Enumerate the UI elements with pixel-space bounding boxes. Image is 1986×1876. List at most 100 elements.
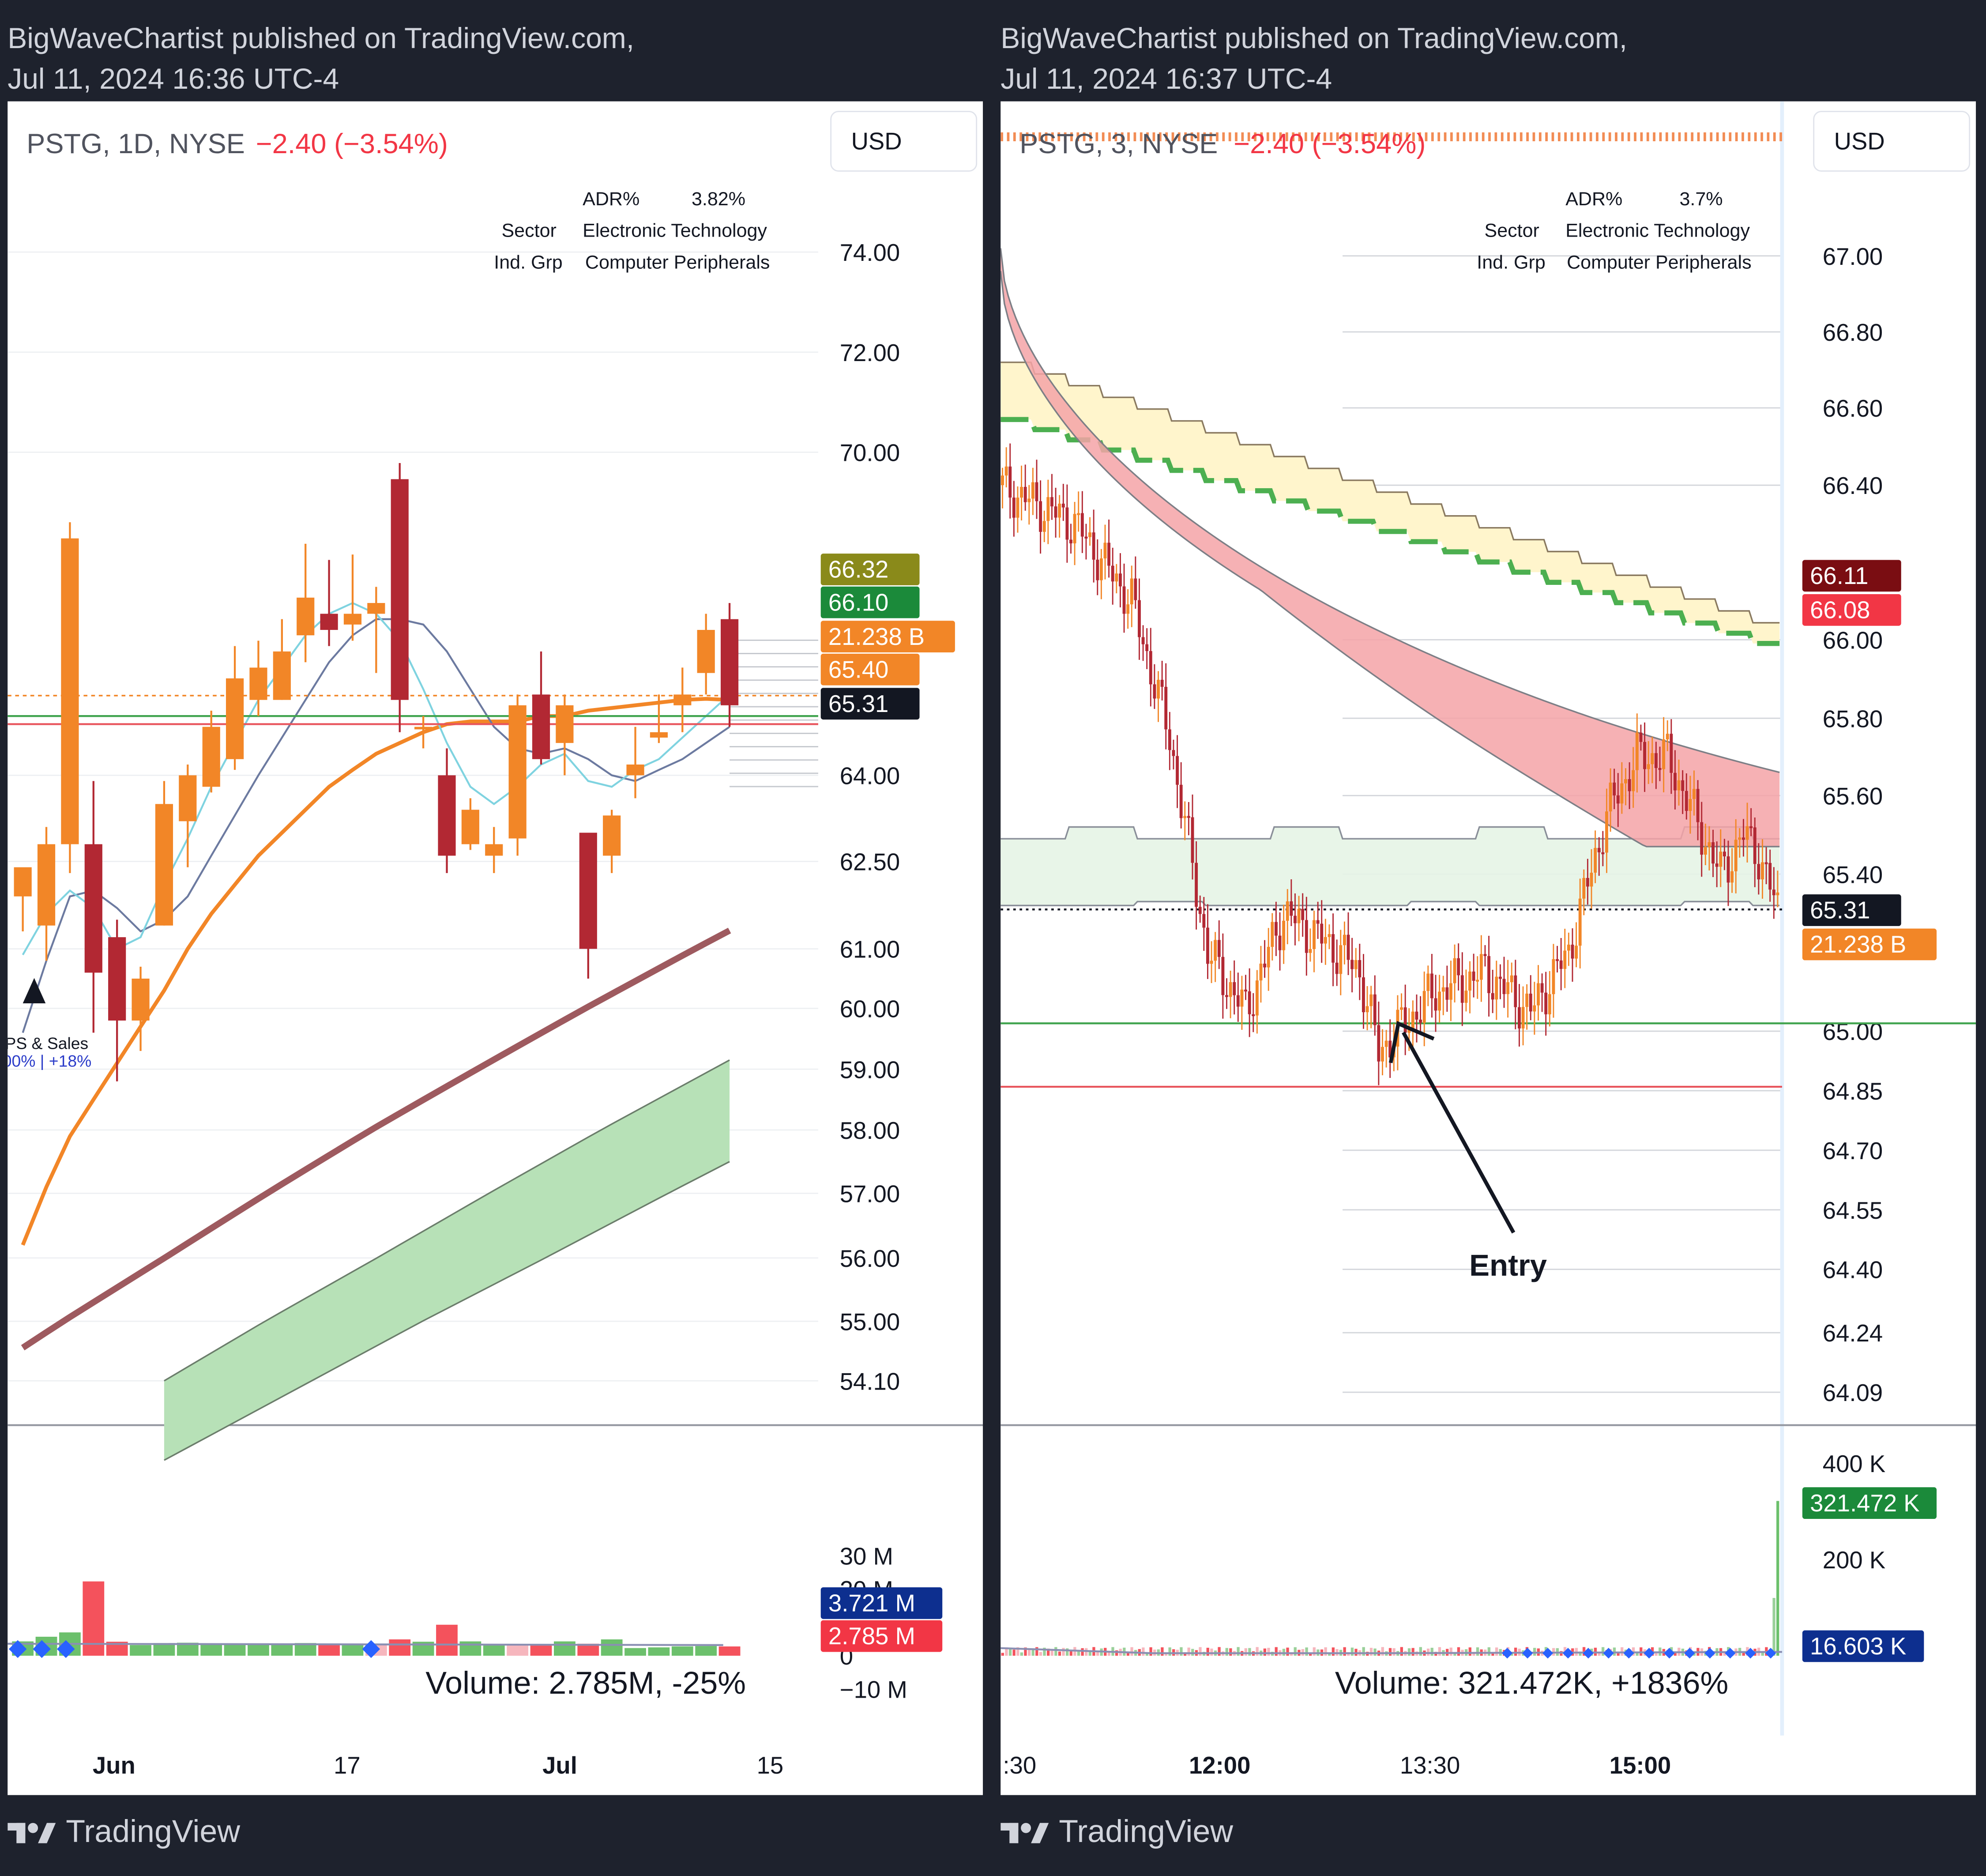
price-tag-label: 65.40 (828, 656, 888, 683)
candle-body (1658, 768, 1662, 770)
candle-body (1305, 920, 1308, 953)
price-axis-label: 64.85 (1823, 1078, 1883, 1105)
candle-body (1206, 927, 1209, 964)
candle-body (414, 727, 433, 730)
candle-body (1613, 782, 1616, 795)
candle-body (1491, 993, 1494, 1000)
price-tag-label: 66.32 (828, 556, 888, 583)
candle-body (1369, 994, 1373, 1006)
candle-body (1202, 914, 1206, 928)
candle-body (1073, 514, 1076, 543)
candle-body (1700, 822, 1704, 855)
candle-body (1084, 536, 1088, 539)
candle-body (1271, 922, 1274, 947)
candle-body (1263, 964, 1267, 968)
right-chart-svg[interactable]: 67.00 66.80 66.60 66.40 66.00 65.80 65.60 65.40… (1001, 101, 1976, 1795)
candle-body (1282, 920, 1286, 950)
candle-body (1734, 840, 1738, 871)
candle-body (1233, 982, 1236, 995)
volume-bar (271, 1643, 293, 1656)
volume-bar (1016, 1647, 1019, 1656)
candle-body (1472, 971, 1475, 981)
price-tag: 16.603 K (1802, 1630, 1924, 1662)
candle-body (1525, 994, 1529, 1007)
entry-arrowhead-icon (1388, 1021, 1435, 1063)
price-change: −2.40 (−3.54%) (1234, 128, 1426, 159)
price-tag-bg (1802, 1487, 1937, 1519)
candle-body (1632, 770, 1635, 791)
candle-body (1172, 750, 1175, 756)
volume-diamond-icon (33, 1640, 51, 1658)
candle-body (1027, 498, 1031, 502)
volume-bar (1362, 1647, 1365, 1656)
volume-bar (1369, 1648, 1373, 1656)
candle-body (1217, 940, 1221, 957)
price-tag: 65.31 (1802, 894, 1901, 926)
volume-bar (1449, 1647, 1452, 1656)
volume-bar (1218, 1647, 1221, 1656)
left-chart-svg[interactable]: 74.00 72.00 70.00 64.00 62.50 61.00 60.00 59.00… (8, 102, 983, 1795)
candle-body (1498, 976, 1502, 979)
price-axis-label: 59.00 (840, 1056, 900, 1083)
volume-axis-label: 400 K (1823, 1450, 1885, 1477)
candle-body (1635, 732, 1639, 770)
volume-axis-label: 30 M (840, 1543, 893, 1570)
candle-body (1008, 466, 1012, 498)
candle-body (485, 844, 503, 856)
candle-body (720, 619, 739, 705)
volume-bar (1324, 1647, 1327, 1656)
price-tag: 66.10 (820, 586, 920, 618)
volume-diamond-icon (56, 1640, 75, 1658)
chart-title: PSTG, 1D, NYSE (26, 128, 245, 159)
price-axis-label: 64.09 (1823, 1379, 1883, 1406)
candle-body (1571, 945, 1574, 959)
candle-body (1578, 898, 1582, 946)
candle-body (1495, 976, 1498, 1000)
candle-body (1502, 979, 1506, 995)
candle-body (1620, 783, 1624, 804)
candle-body (1384, 1040, 1388, 1047)
candle-body (1134, 578, 1137, 600)
price-tag: 21.238 B (1802, 928, 1937, 961)
volume-bar (1237, 1647, 1240, 1656)
volume-bar (1267, 1648, 1270, 1656)
candle-body (1350, 960, 1354, 969)
price-axis-label: 54.10 (840, 1368, 900, 1395)
volume-bar (1332, 1647, 1335, 1656)
candle-body (438, 775, 456, 856)
candle-body (1670, 734, 1673, 773)
candle-body (1373, 994, 1377, 1025)
volume-bar (1115, 1650, 1118, 1656)
candle-body (1761, 862, 1764, 880)
candle-body (1768, 863, 1772, 890)
candle-body (1324, 937, 1327, 944)
volume-bar (1107, 1651, 1111, 1656)
candle-body (1046, 497, 1050, 521)
candle-body (1726, 856, 1730, 883)
candle-body (1138, 600, 1141, 637)
candle-body (1457, 958, 1460, 976)
volume-bar (648, 1647, 670, 1656)
candle-body (1343, 934, 1346, 946)
right-chart-panel[interactable]: 67.00 66.80 66.60 66.40 66.00 65.80 65.60 65.40… (1001, 101, 1976, 1795)
volume-bar (1636, 1653, 1639, 1656)
candle-body (1449, 983, 1452, 1000)
volume-bar (1305, 1647, 1308, 1656)
time-axis-label: 13:30 (1400, 1752, 1460, 1779)
volume-bar (1149, 1647, 1152, 1656)
volume-bar (1005, 1647, 1008, 1656)
candle-body (1548, 994, 1551, 1014)
left-chart-panel[interactable]: 74.00 72.00 70.00 64.00 62.50 61.00 60.00 59.00… (8, 101, 983, 1795)
left-tradingview-logo[interactable]: TradingView (8, 1814, 240, 1851)
candle-body (1441, 987, 1445, 992)
candle-body (1643, 742, 1647, 769)
candle-body (1255, 980, 1259, 1016)
price-axis-label: 64.55 (1823, 1197, 1883, 1224)
price-tag: 66.32 (820, 554, 920, 585)
volume-bar (1001, 1653, 1004, 1656)
volume-bar (1723, 1651, 1726, 1656)
price-axis-label: 64.24 (1823, 1320, 1883, 1347)
right-tradingview-logo[interactable]: TradingView (1001, 1814, 1233, 1851)
candle-body (1582, 878, 1586, 899)
volume-bar (1054, 1647, 1057, 1656)
